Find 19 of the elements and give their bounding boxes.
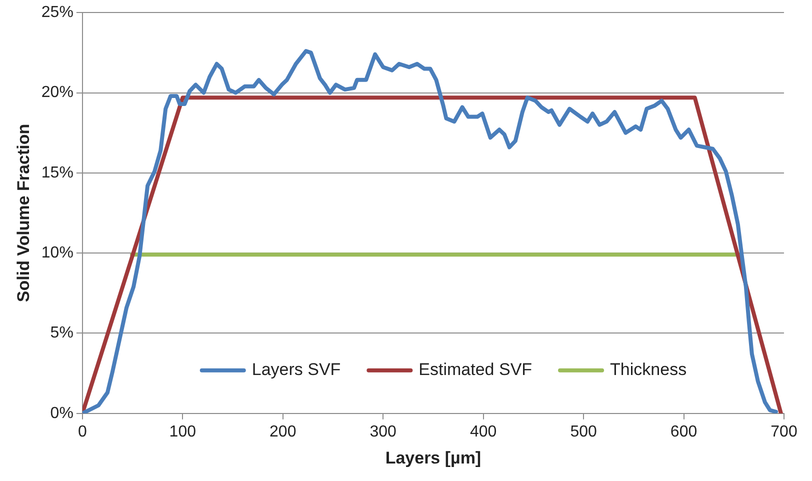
x-tick-label: 500: [570, 423, 597, 440]
y-tick-label: 0%: [50, 404, 74, 422]
x-tick-label: 0: [78, 423, 87, 440]
legend-label: Layers SVF: [252, 360, 341, 380]
x-tick-label: 700: [770, 423, 798, 440]
x-tick-label: 300: [370, 423, 397, 440]
x-axis-title: Layers [µm]: [385, 448, 482, 468]
legend-label: Estimated SVF: [418, 360, 532, 380]
y-tick-label: 5%: [50, 324, 74, 342]
x-tick-label: 100: [169, 423, 196, 440]
x-tick-label: 600: [670, 423, 698, 440]
x-tick-label: 200: [270, 423, 296, 440]
y-tick-label: 15%: [41, 164, 74, 182]
x-tick-label: 400: [470, 423, 497, 440]
y-tick-label: 10%: [41, 244, 74, 262]
legend-label: Thickness: [610, 360, 687, 380]
y-tick-label: 20%: [41, 84, 74, 102]
y-tick-label: 25%: [41, 4, 74, 22]
y-axis-title: Solid Volume Fraction: [14, 124, 33, 302]
